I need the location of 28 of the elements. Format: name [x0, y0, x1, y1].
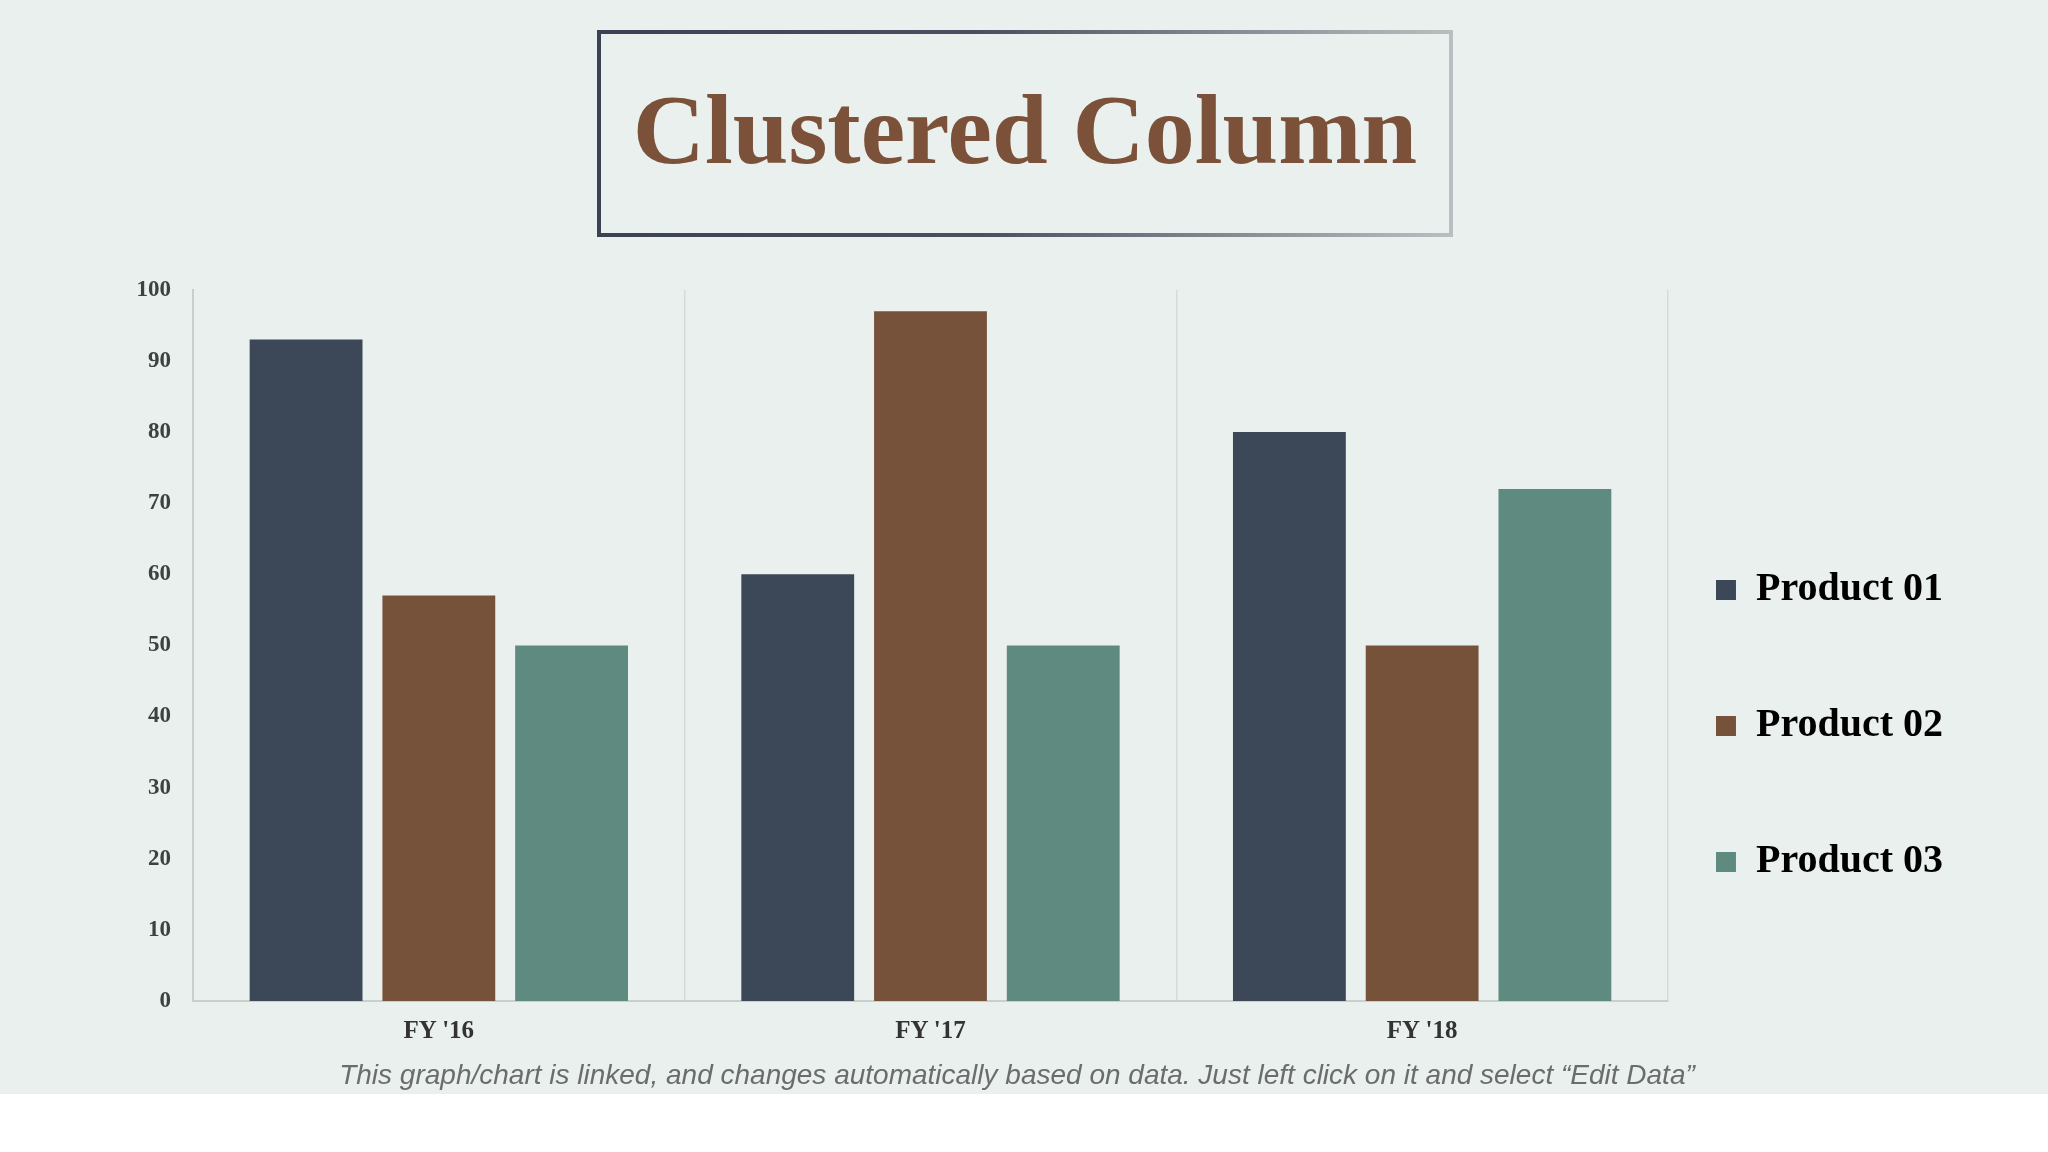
- bar: [1498, 488, 1612, 1001]
- x-tick-label: FY '17: [895, 1016, 966, 1044]
- y-tick-label: 20: [148, 844, 171, 870]
- legend-label: Product 03: [1755, 836, 1943, 882]
- y-tick-label: 50: [148, 631, 171, 657]
- y-tick-label: 30: [148, 773, 171, 799]
- y-tick-label: 80: [148, 417, 171, 443]
- bar: [741, 574, 855, 1001]
- y-tick-label: 40: [148, 702, 171, 728]
- y-tick-label: 0: [159, 986, 171, 1012]
- text: This graph/chart is linked, and changes automatically based on data. Just left click on it and select “Edit Data”: [339, 1059, 1695, 1090]
- bar: [874, 311, 987, 1001]
- bar: [1232, 432, 1346, 1001]
- x-tick-label: FY '18: [1386, 1016, 1458, 1044]
- y-tick-label: 90: [148, 346, 171, 372]
- bar: [1365, 645, 1479, 1001]
- y-tick-label: 70: [148, 489, 171, 515]
- bar: [1006, 645, 1120, 1001]
- y-tick-label: 60: [148, 560, 171, 586]
- legend-label: Product 02: [1755, 700, 1943, 746]
- bar: [382, 595, 496, 1001]
- legend-label: Product 01: [1755, 564, 1943, 610]
- chart-title: Clustered Column: [632, 74, 1418, 185]
- y-tick-label: 10: [148, 915, 171, 941]
- bar: [249, 339, 363, 1001]
- x-tick-label: FY '16: [403, 1016, 475, 1044]
- y-tick-label: 100: [136, 275, 171, 301]
- bar: [515, 645, 628, 1001]
